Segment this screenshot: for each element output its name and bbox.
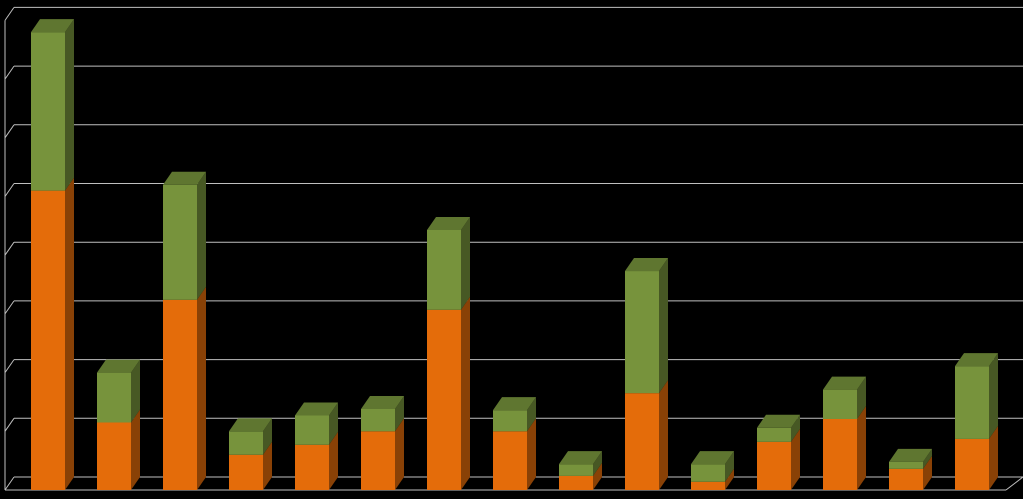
bar-side — [989, 425, 998, 490]
bar-segment — [31, 32, 65, 191]
bar-side — [593, 462, 602, 490]
bar-segment — [427, 309, 461, 490]
grid-line-side — [4, 359, 15, 373]
bar-top — [559, 451, 602, 465]
grid-line-side — [4, 7, 15, 21]
bar-side — [461, 216, 470, 310]
bar-side — [131, 359, 140, 423]
bar-side — [857, 405, 866, 490]
bar-top — [823, 376, 866, 390]
bar-side — [65, 19, 74, 191]
bar-segment — [889, 468, 923, 490]
bar-top — [889, 448, 932, 462]
bar-side — [857, 376, 866, 419]
bar-side — [329, 402, 338, 445]
bar-segment — [229, 454, 263, 490]
bar-side — [923, 448, 932, 469]
bar-side — [527, 418, 536, 490]
bar-side — [65, 177, 74, 490]
bar-segment — [31, 190, 65, 490]
bar-segment — [691, 464, 725, 482]
grid-line-side — [4, 418, 15, 432]
bar-segment — [559, 464, 593, 476]
bar-top — [97, 359, 140, 373]
bar-side — [197, 171, 206, 300]
grid-line-side — [4, 65, 15, 80]
bar-segment — [823, 389, 857, 419]
bar-side — [593, 451, 602, 476]
bar-segment — [889, 461, 923, 469]
bar-segment — [955, 366, 989, 439]
bar-side — [725, 451, 734, 482]
bar-side — [527, 397, 536, 432]
bar-top — [295, 402, 338, 416]
bar-side — [989, 353, 998, 439]
bar-top — [229, 418, 272, 432]
bar-side — [791, 428, 800, 490]
bar-segment — [625, 271, 659, 394]
bar-segment — [361, 431, 395, 490]
bar-segment — [295, 415, 329, 445]
grid-line-side — [4, 300, 15, 315]
grid-line-side — [4, 124, 15, 139]
bar-top — [361, 395, 404, 409]
bar-side — [395, 418, 404, 490]
bar-segment — [295, 444, 329, 490]
bar-segment — [823, 418, 857, 490]
bar-top — [163, 171, 206, 185]
bar-segment — [955, 438, 989, 490]
bar-segment — [757, 427, 791, 442]
bar-side — [263, 441, 272, 490]
bar-top — [31, 19, 74, 33]
bar-top — [625, 258, 668, 272]
bar-side — [329, 431, 338, 490]
bar-top — [427, 216, 470, 230]
bar-segment — [163, 299, 197, 490]
bar-top — [691, 451, 734, 465]
bar-side — [263, 418, 272, 455]
bar-segment — [97, 422, 131, 490]
bar-segment — [361, 408, 395, 432]
grid-line-side — [4, 476, 15, 491]
floor-edge — [1005, 476, 1023, 491]
grid-line-side — [4, 241, 15, 256]
bar-top — [493, 397, 536, 411]
bar-side — [791, 414, 800, 442]
bar-side — [197, 286, 206, 490]
bar-segment — [757, 441, 791, 490]
bar-side — [659, 380, 668, 490]
bar-top — [757, 414, 800, 428]
bar-segment — [163, 184, 197, 300]
bar-segment — [97, 372, 131, 423]
bar-side — [923, 455, 932, 490]
bar-side — [659, 258, 668, 394]
bar-segment — [229, 431, 263, 455]
grid-line-side — [4, 183, 15, 197]
bar-segment — [691, 481, 725, 490]
bar-segment — [559, 475, 593, 490]
bar-side — [131, 409, 140, 490]
bar-segment — [493, 410, 527, 432]
bar-side — [725, 468, 734, 490]
bar-side — [461, 296, 470, 490]
bar-top — [955, 353, 998, 367]
bar-side — [395, 395, 404, 432]
bar-segment — [427, 229, 461, 310]
bar-segment — [493, 431, 527, 490]
bar-segment — [625, 393, 659, 490]
